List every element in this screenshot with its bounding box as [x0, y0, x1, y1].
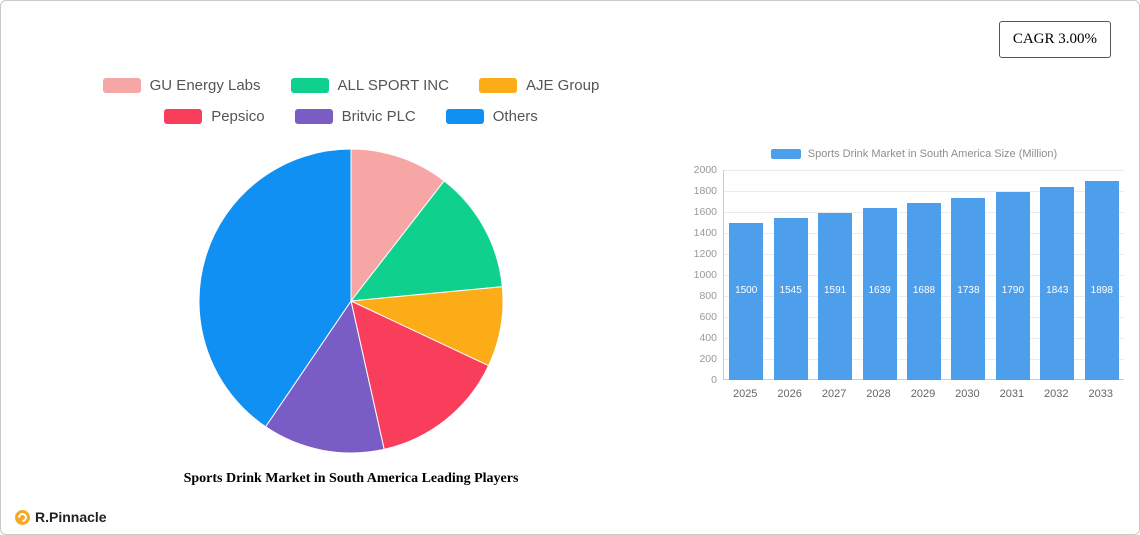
brand-name: R.Pinnacle — [35, 509, 107, 525]
bar-value-label: 1790 — [1001, 285, 1025, 296]
x-tick-label: 2026 — [777, 388, 802, 400]
legend-swatch — [164, 109, 203, 124]
legend-label: GU Energy Labs — [149, 77, 261, 94]
brand-footer: R.Pinnacle — [15, 509, 107, 525]
y-tick-label: 1800 — [693, 185, 717, 197]
y-tick-label: 200 — [699, 353, 717, 365]
bar-legend-label: Sports Drink Market in South America Siz… — [807, 148, 1058, 160]
legend-item[interactable]: ALL SPORT INC — [290, 77, 449, 94]
legend-item[interactable]: AJE Group — [478, 77, 600, 94]
y-tick-label: 400 — [699, 332, 717, 344]
x-tick-label: 2025 — [732, 388, 758, 400]
bar-value-label: 1843 — [1046, 285, 1069, 296]
bar-value-label: 1545 — [779, 285, 802, 296]
brand-logo-icon — [15, 509, 30, 525]
bar[interactable]: 1898 — [1084, 180, 1119, 380]
legend-item[interactable]: Others — [445, 108, 538, 125]
cagr-badge: CAGR 3.00% — [998, 21, 1111, 58]
gridline — [724, 191, 1124, 192]
pie-legend-row: Pepsico Britvic PLC Others — [164, 108, 538, 125]
y-tick-label: 1000 — [693, 269, 717, 281]
bar-chart: 0 200 400 600 800 1000 1200 1400 1600 1800 2000 15… — [689, 165, 1139, 415]
bar-legend[interactable]: Sports Drink Market in South America Siz… — [689, 146, 1139, 162]
pie-svg — [198, 148, 504, 454]
bar-value-label: 1591 — [823, 285, 847, 296]
bar[interactable]: 1591 — [818, 212, 853, 380]
x-tick-label: 2029 — [910, 388, 936, 400]
y-tick-label: 600 — [699, 311, 717, 323]
x-tick-label: 2033 — [1088, 388, 1114, 400]
pie-chart-title: Sports Drink Market in South America Lea… — [183, 471, 519, 486]
x-tick-label: 2028 — [866, 388, 891, 400]
bar-value-label: 1738 — [957, 285, 980, 296]
y-axis-labels: 0 200 400 600 800 1000 1200 1400 1600 1800 2000 — [689, 165, 717, 386]
bar-legend-swatch — [770, 149, 801, 159]
pie-slice[interactable] — [349, 180, 503, 302]
bar-value-label: 1688 — [912, 285, 936, 296]
bar-value-label: 1500 — [735, 285, 758, 296]
x-tick-label: 2031 — [999, 388, 1025, 400]
legend-label: AJE Group — [525, 77, 600, 94]
pie-chart-section: GU Energy Labs ALL SPORT INC AJE Group Peps… — [41, 77, 661, 487]
y-tick-label: 800 — [699, 290, 717, 302]
gridline — [724, 170, 1124, 171]
y-tick-label: 2000 — [693, 164, 717, 176]
legend-label: Others — [492, 108, 538, 125]
pie-slice[interactable] — [198, 148, 352, 428]
legend-label: ALL SPORT INC — [337, 77, 449, 94]
x-tick-label: 2032 — [1044, 388, 1069, 400]
y-tick-label: 1200 — [693, 248, 717, 260]
legend-swatch — [290, 78, 329, 93]
legend-swatch — [294, 109, 333, 124]
bar[interactable]: 1688 — [907, 202, 941, 380]
y-tick-label: 1400 — [693, 227, 717, 239]
legend-label: Britvic PLC — [341, 108, 416, 125]
bar[interactable]: 1545 — [773, 217, 808, 380]
pie-slice[interactable] — [350, 148, 445, 303]
cagr-label: CAGR 3.00% — [1012, 31, 1097, 47]
bar-chart-section: Sports Drink Market in South America Siz… — [689, 146, 1139, 415]
pie-slice[interactable] — [264, 299, 385, 454]
bar-value-label: 1898 — [1090, 285, 1113, 296]
x-tick-label: 2027 — [821, 388, 847, 400]
legend-item[interactable]: GU Energy Labs — [102, 77, 261, 94]
legend-label: Pepsico — [211, 108, 265, 125]
bar[interactable]: 1843 — [1040, 186, 1075, 380]
y-tick-label: 0 — [711, 374, 717, 386]
legend-item[interactable]: Pepsico — [164, 108, 265, 125]
bar-plot: 1500 1545 1591 1639 1688 1738 1790 1843 1898 — [723, 170, 1124, 380]
bar[interactable]: 1500 — [729, 222, 764, 380]
bar[interactable]: 1738 — [951, 197, 986, 380]
legend-item[interactable]: Britvic PLC — [294, 108, 416, 125]
bar[interactable]: 1790 — [995, 192, 1030, 380]
x-tick-label: 2030 — [955, 388, 980, 400]
bar-value-label: 1639 — [868, 285, 891, 296]
pie-legend: GU Energy Labs ALL SPORT INC AJE Group Peps… — [41, 77, 661, 125]
bar[interactable]: 1639 — [862, 207, 897, 380]
y-tick-label: 1600 — [693, 206, 717, 218]
legend-swatch — [478, 78, 517, 93]
pie-legend-row: GU Energy Labs ALL SPORT INC AJE Group — [102, 77, 600, 94]
legend-swatch — [102, 78, 141, 93]
pie-slice[interactable] — [350, 300, 490, 450]
legend-swatch — [445, 109, 484, 124]
